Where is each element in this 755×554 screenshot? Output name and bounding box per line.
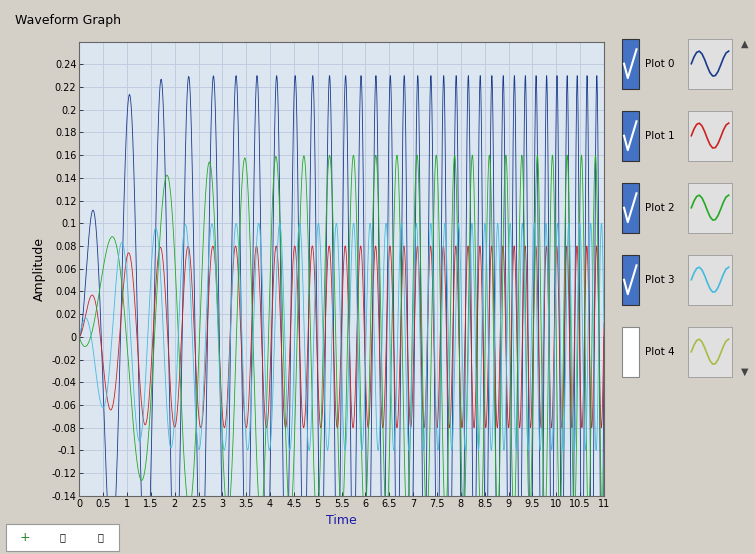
Text: Plot 1: Plot 1	[646, 131, 675, 141]
Text: ✋: ✋	[97, 532, 103, 542]
Bar	[6, 524, 119, 551]
Text: ▼: ▼	[741, 367, 748, 377]
Bar	[688, 255, 732, 305]
Text: 🔍: 🔍	[60, 532, 66, 542]
Bar	[688, 327, 732, 377]
Bar	[621, 111, 639, 161]
Text: Plot 0: Plot 0	[646, 59, 675, 69]
Text: Plot 2: Plot 2	[646, 203, 675, 213]
Text: Plot 4: Plot 4	[646, 347, 675, 357]
Text: +: +	[20, 531, 30, 544]
Bar	[621, 255, 639, 305]
Bar	[688, 183, 732, 233]
X-axis label: Time: Time	[326, 514, 357, 527]
Bar	[621, 39, 639, 89]
Bar	[688, 39, 732, 89]
Text: Plot 3: Plot 3	[646, 275, 675, 285]
Text: Waveform Graph: Waveform Graph	[15, 14, 121, 27]
Bar	[621, 183, 639, 233]
Y-axis label: Amplitude: Amplitude	[33, 237, 46, 301]
Bar	[621, 327, 639, 377]
Bar	[688, 111, 732, 161]
Text: ▲: ▲	[741, 39, 748, 49]
